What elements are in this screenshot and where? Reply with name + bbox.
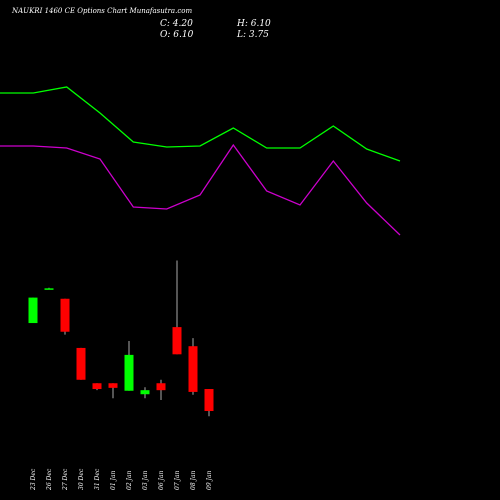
candle-body xyxy=(124,354,134,391)
x-tick-label: 06 Jan xyxy=(158,470,165,490)
candle-body xyxy=(108,383,118,388)
high-label: H: 6.10 xyxy=(236,19,271,29)
candle-body xyxy=(44,288,54,290)
candle-body xyxy=(92,383,102,390)
candle-body xyxy=(76,347,86,380)
line-series xyxy=(0,143,401,236)
candle-body xyxy=(204,389,214,412)
x-tick-label: 27 Dec xyxy=(62,468,69,491)
candle-body xyxy=(28,297,38,324)
x-tick-label: 23 Dec xyxy=(30,468,37,491)
candle-body xyxy=(60,298,70,332)
x-tick-label: 03 Jan xyxy=(142,470,149,490)
x-tick-label: 01 Jan xyxy=(110,470,117,490)
low-label: L: 3.75 xyxy=(236,30,269,40)
candle-body xyxy=(188,346,198,392)
close-label: C: 4.20 xyxy=(160,19,193,29)
x-tick-label: 31 Dec xyxy=(94,468,101,490)
candle-body xyxy=(172,327,182,355)
x-tick-label: 30 Dec xyxy=(78,468,85,490)
x-tick-label: 02 Jan xyxy=(126,470,133,490)
x-tick-label: 09 Jan xyxy=(206,470,213,490)
x-tick-label: 26 Dec xyxy=(46,468,53,491)
open-label: O: 6.10 xyxy=(160,30,194,40)
x-tick-label: 08 Jan xyxy=(190,470,197,490)
x-tick-label: 07 Jan xyxy=(174,470,181,490)
candle-body xyxy=(140,390,150,395)
chart-title: NAUKRI 1460 CE Options Chart Munafasutra… xyxy=(11,7,192,15)
line-series xyxy=(0,86,401,162)
candle-body xyxy=(156,383,166,391)
